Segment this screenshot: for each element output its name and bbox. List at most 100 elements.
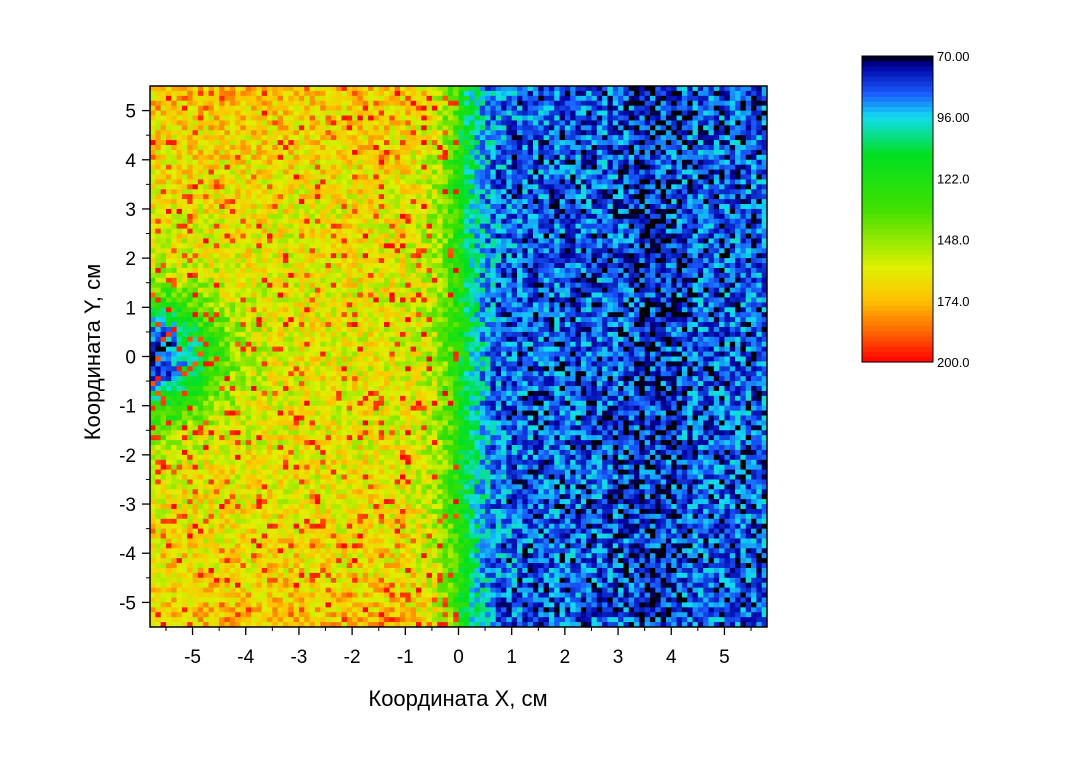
- heatmap-cell: [389, 110, 396, 117]
- heatmap-cell: [421, 208, 428, 215]
- heatmap-cell: [192, 204, 199, 210]
- heatmap-cell: [426, 267, 433, 274]
- heatmap-cell: [564, 130, 571, 136]
- heatmap-cell: [761, 125, 767, 131]
- heatmap-cell: [469, 179, 476, 185]
- heatmap-cell: [431, 282, 438, 289]
- heatmap-cell: [187, 218, 194, 225]
- heatmap-cell: [665, 149, 672, 156]
- heatmap-cell: [554, 149, 561, 156]
- heatmap-cell: [634, 169, 640, 176]
- heatmap-cell: [288, 145, 295, 151]
- heatmap-cell: [150, 297, 156, 303]
- heatmap-cell: [293, 208, 300, 215]
- heatmap-cell: [692, 292, 699, 299]
- heatmap-cell: [612, 204, 619, 210]
- heatmap-cell: [181, 297, 188, 303]
- heatmap-cell: [352, 218, 359, 225]
- heatmap-cell: [368, 100, 374, 107]
- heatmap-cell: [203, 179, 210, 185]
- heatmap-cell: [575, 164, 582, 171]
- heatmap-cell: [288, 120, 295, 126]
- heatmap-cell: [309, 238, 316, 244]
- heatmap-cell: [607, 159, 614, 166]
- heatmap-cell: [155, 297, 162, 303]
- heatmap-cell: [399, 145, 406, 151]
- heatmap-cell: [575, 159, 582, 166]
- heatmap-cell: [575, 194, 582, 200]
- heatmap-cell: [405, 253, 412, 259]
- heatmap-cell: [442, 105, 449, 112]
- heatmap-cell: [634, 189, 640, 195]
- heatmap-cell: [506, 248, 513, 254]
- heatmap-cell: [591, 282, 598, 289]
- heatmap-cell: [405, 184, 412, 190]
- heatmap-cell: [415, 115, 422, 122]
- heatmap-cell: [224, 267, 231, 274]
- heatmap-cell: [267, 140, 273, 146]
- heatmap-cell: [479, 179, 486, 185]
- heatmap-cell: [639, 258, 646, 264]
- heatmap-cell: [394, 95, 401, 102]
- heatmap-cell: [527, 130, 534, 136]
- heatmap-cell: [756, 228, 763, 235]
- heatmap-cell: [495, 204, 502, 210]
- heatmap-cell: [203, 292, 210, 299]
- heatmap-cell: [410, 95, 417, 102]
- heatmap-cell: [575, 140, 582, 146]
- heatmap-cell: [192, 233, 199, 240]
- heatmap-cell: [320, 159, 327, 166]
- heatmap-cell: [197, 125, 204, 131]
- heatmap-cell: [538, 208, 545, 215]
- heatmap-cell: [293, 194, 300, 200]
- heatmap-cell: [256, 248, 263, 254]
- heatmap-cell: [160, 154, 167, 161]
- heatmap-cell: [224, 174, 231, 181]
- heatmap-cell: [501, 105, 507, 112]
- heatmap-cell: [192, 115, 199, 122]
- heatmap-cell: [431, 223, 438, 230]
- heatmap-cell: [543, 277, 550, 284]
- heatmap-cell: [602, 169, 609, 176]
- heatmap-cell: [671, 292, 678, 299]
- heatmap-cell: [692, 223, 699, 230]
- heatmap-cell: [596, 135, 603, 141]
- heatmap-cell: [219, 125, 226, 131]
- heatmap-cell: [506, 149, 513, 156]
- heatmap-cell: [665, 253, 672, 259]
- heatmap-cell: [357, 238, 364, 244]
- heatmap-cell: [719, 253, 726, 259]
- heatmap-cell: [708, 258, 715, 264]
- heatmap-cell: [665, 258, 672, 264]
- heatmap-cell: [612, 115, 619, 122]
- heatmap-cell: [740, 199, 747, 205]
- heatmap-cell: [282, 120, 289, 126]
- heatmap-cell: [373, 169, 380, 176]
- heatmap-cell: [649, 272, 656, 279]
- heatmap-cell: [495, 100, 502, 107]
- heatmap-cell: [213, 130, 220, 136]
- heatmap-cell: [421, 184, 428, 190]
- heatmap-cell: [373, 174, 380, 181]
- heatmap-cell: [309, 115, 316, 122]
- heatmap-cell: [517, 125, 523, 131]
- heatmap-cell: [272, 189, 279, 195]
- heatmap-cell: [394, 100, 401, 107]
- heatmap-cell: [155, 135, 162, 141]
- heatmap-cell: [564, 169, 571, 176]
- heatmap-cell: [522, 130, 529, 136]
- heatmap-cell: [458, 159, 465, 166]
- heatmap-cell: [288, 110, 295, 117]
- heatmap-cell: [272, 253, 279, 259]
- heatmap-cell: [522, 159, 529, 166]
- heatmap-cell: [463, 159, 470, 166]
- heatmap-cell: [415, 140, 422, 146]
- heatmap-cell: [171, 253, 178, 259]
- heatmap-cell: [389, 223, 396, 230]
- heatmap-cell: [692, 100, 699, 107]
- heatmap-cell: [203, 115, 210, 122]
- heatmap-cell: [687, 272, 694, 279]
- heatmap-cell: [421, 282, 428, 289]
- heatmap-cell: [224, 213, 231, 220]
- heatmap-cell: [676, 145, 683, 151]
